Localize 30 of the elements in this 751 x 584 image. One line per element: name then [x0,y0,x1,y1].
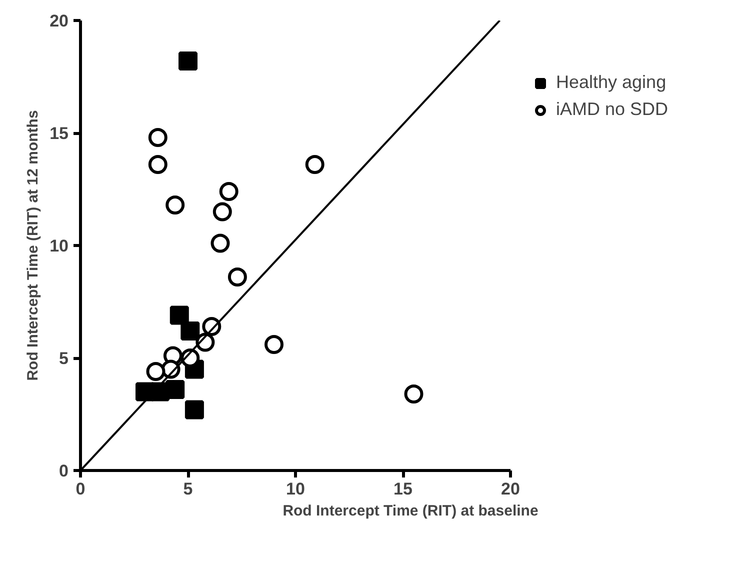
legend-label: Healthy aging [556,72,666,93]
point [146,362,166,381]
point [166,380,185,399]
point [219,182,238,201]
point [180,322,200,340]
y-tick-label: 20 [50,12,69,30]
legend-label: iAMD no SDD [556,99,668,120]
x-tick-label: 15 [394,480,412,498]
point [264,335,284,354]
x-axis-title: Rod Intercept Time (RIT) at baseline [282,502,538,520]
point [210,234,230,253]
point [148,128,168,147]
point [148,155,168,174]
y-tick-label: 15 [50,124,69,143]
point [170,306,189,325]
x-tick-label: 20 [501,480,520,498]
point [166,196,185,214]
point [184,400,204,420]
point [404,384,424,404]
x-tick-label: 5 [183,480,193,498]
y-axis-title: Rod Intercept Time (RIT) at 12 months [24,110,42,381]
y-tick-label: 0 [59,462,69,480]
x-tick-label: 10 [286,480,305,498]
point [212,202,232,222]
point [305,155,324,174]
point [178,52,198,70]
point [228,268,247,286]
y-tick-label: 5 [59,349,69,368]
x-tick-label: 0 [76,480,86,498]
y-tick-label: 10 [50,236,69,256]
